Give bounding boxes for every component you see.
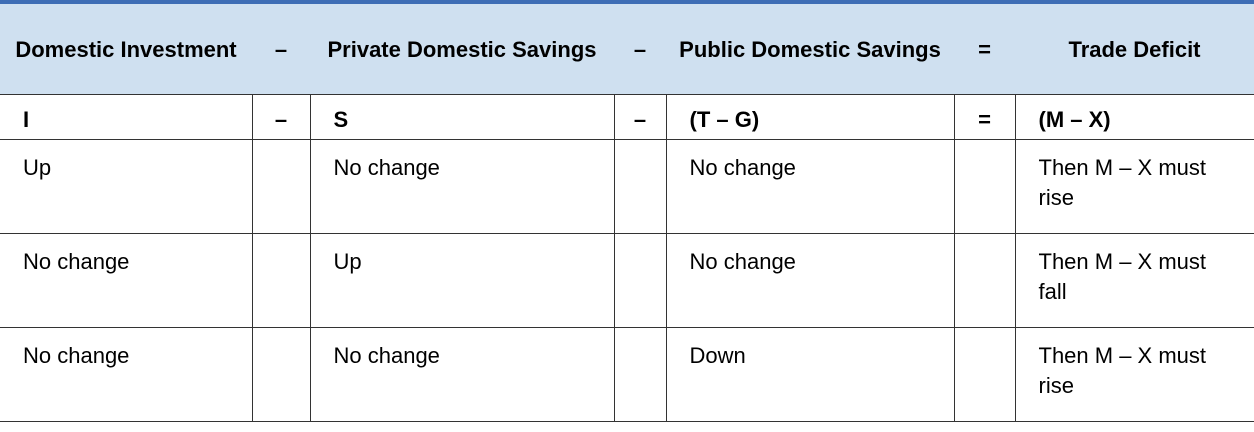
table-body: I – S – (T – G) = (M – X) Up No change N… bbox=[0, 94, 1254, 422]
header-public-domestic-savings: Public Domestic Savings bbox=[679, 36, 941, 62]
header-trade-deficit: Trade Deficit bbox=[1068, 36, 1201, 62]
header-row: Domestic Investment – Private Domestic S… bbox=[0, 2, 1254, 95]
savings-investment-table: Domestic Investment – Private Domestic S… bbox=[0, 2, 1254, 422]
formula-private-savings: S bbox=[309, 94, 615, 140]
cell-empty bbox=[251, 327, 311, 422]
formula-public-savings: (T – G) bbox=[665, 94, 955, 140]
formula-investment: I bbox=[0, 94, 253, 140]
formula-trade-deficit: (M – X) bbox=[1014, 94, 1254, 140]
cell-investment: No change bbox=[0, 327, 253, 422]
cell-private-savings: Up bbox=[309, 233, 615, 328]
cell-investment: No change bbox=[0, 233, 253, 328]
formula-minus-operator: – bbox=[251, 94, 311, 140]
cell-empty bbox=[613, 327, 667, 422]
cell-empty bbox=[953, 327, 1016, 422]
table-row: No change Up No change Then M – X must f… bbox=[0, 233, 1254, 328]
header-equals-operator: = bbox=[978, 36, 991, 62]
cell-public-savings: No change bbox=[665, 139, 955, 234]
header-minus-operator: – bbox=[274, 36, 288, 62]
cell-empty bbox=[953, 139, 1016, 234]
cell-trade-deficit: Then M – X must rise bbox=[1014, 139, 1254, 234]
cell-empty bbox=[613, 233, 667, 328]
cell-public-savings: No change bbox=[665, 233, 955, 328]
table-header: Domestic Investment – Private Domestic S… bbox=[0, 2, 1254, 95]
formula-minus-operator: – bbox=[613, 94, 667, 140]
cell-empty bbox=[613, 139, 667, 234]
header-domestic-investment: Domestic Investment bbox=[15, 36, 237, 62]
cell-public-savings: Down bbox=[665, 327, 955, 422]
cell-investment: Up bbox=[0, 139, 253, 234]
cell-trade-deficit: Then M – X must rise bbox=[1014, 327, 1254, 422]
cell-private-savings: No change bbox=[309, 327, 615, 422]
cell-trade-deficit: Then M – X must fall bbox=[1014, 233, 1254, 328]
header-minus-operator: – bbox=[633, 36, 647, 62]
formula-equals-operator: = bbox=[953, 94, 1016, 140]
table-row: Up No change No change Then M – X must r… bbox=[0, 139, 1254, 234]
cell-empty bbox=[953, 233, 1016, 328]
header-private-domestic-savings: Private Domestic Savings bbox=[327, 36, 597, 62]
cell-private-savings: No change bbox=[309, 139, 615, 234]
formula-row: I – S – (T – G) = (M – X) bbox=[0, 94, 1254, 140]
cell-empty bbox=[251, 139, 311, 234]
table-row: No change No change Down Then M – X must… bbox=[0, 327, 1254, 422]
cell-empty bbox=[251, 233, 311, 328]
